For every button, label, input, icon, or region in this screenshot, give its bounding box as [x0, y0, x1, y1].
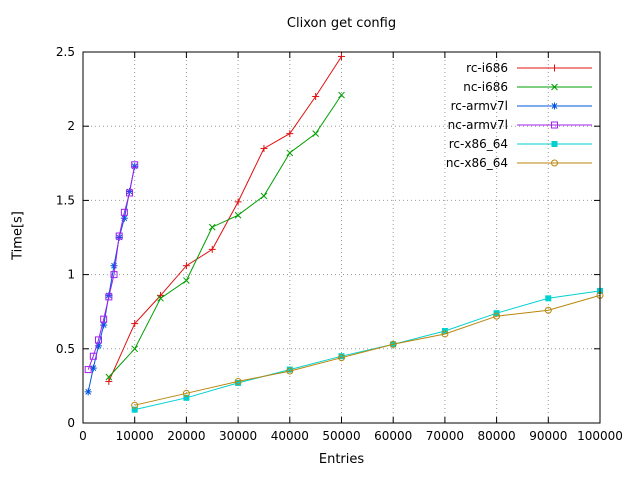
marker-plus [260, 144, 268, 152]
x-tick-label: 80000 [478, 429, 516, 443]
marker-cross [551, 83, 558, 91]
y-tick-label: 1 [67, 268, 75, 282]
y-tick-label: 0 [67, 416, 75, 430]
marker-plus [338, 52, 345, 60]
legend-item-nc-x86_64: nc-x86_64 [446, 156, 592, 170]
marker-cross [208, 223, 216, 231]
y-tick-label: 2.5 [56, 45, 75, 59]
marker-plus [131, 320, 139, 328]
chart-title: Clixon get config [286, 16, 397, 31]
legend: rc-i686 nc-i686 rc-armv7l nc-armv7l rc-x86_6… [446, 61, 592, 170]
series-line-rc-x86_64 [134, 290, 601, 411]
legend-item-rc-i686: rc-i686 [466, 61, 592, 75]
x-tick-label: 60000 [374, 429, 412, 443]
y-tick-label: 2 [67, 119, 75, 133]
marker-circle-open [493, 312, 501, 320]
legend-item-nc-armv7l: nc-armv7l [448, 118, 592, 132]
x-tick-label: 40000 [271, 429, 309, 443]
marker-square-open [89, 352, 97, 360]
marker-square-open [100, 315, 108, 323]
marker-cross [286, 149, 294, 157]
legend-item-rc-armv7l: rc-armv7l [451, 99, 592, 113]
x-tick-label: 90000 [529, 429, 567, 443]
marker-asterisk [551, 102, 558, 110]
marker-plus [105, 377, 113, 385]
x-tick-label: 10000 [116, 429, 154, 443]
x-tick-label: 100000 [577, 429, 623, 443]
marker-plus [208, 245, 216, 253]
legend-label: rc-armv7l [451, 99, 508, 113]
marker-square-open [551, 121, 558, 129]
x-axis-label: Entries [318, 452, 365, 467]
legend-label: rc-x86_64 [449, 137, 508, 151]
marker-circle-open [182, 389, 190, 397]
marker-cross [183, 277, 190, 284]
x-tick-label: 20000 [167, 429, 205, 443]
legend-label: rc-i686 [466, 61, 508, 75]
marker-square-filled [545, 295, 552, 302]
marker-circle-open [286, 367, 294, 375]
legend-item-nc-i686: nc-i686 [463, 80, 592, 94]
legend-label: nc-x86_64 [446, 156, 508, 170]
marker-circle-open [544, 306, 552, 314]
marker-plus [312, 93, 320, 101]
marker-square-open [84, 366, 92, 374]
marker-square-open [131, 161, 139, 169]
x-tick-label: 50000 [322, 429, 360, 443]
legend-item-rc-x86_64: rc-x86_64 [449, 137, 592, 151]
marker-square-filled [235, 379, 242, 386]
marker-square-open [105, 293, 113, 301]
marker-square-open [126, 189, 134, 197]
series-rc-x86_64 [131, 287, 603, 413]
series-nc-x86_64 [131, 291, 604, 409]
marker-circle-open [234, 377, 242, 385]
marker-square-filled [551, 141, 558, 147]
y-tick-label: 1.5 [56, 193, 75, 207]
marker-cross [312, 130, 319, 137]
marker-cross [105, 373, 113, 381]
marker-square-filled [338, 353, 345, 360]
marker-circle-open [441, 330, 449, 338]
marker-square-open [115, 232, 123, 240]
marker-asterisk [110, 262, 118, 270]
marker-circle-open [551, 159, 558, 167]
marker-cross [338, 91, 345, 99]
marker-circle-open [389, 340, 397, 348]
plot-border [82, 51, 601, 424]
marker-plus [286, 130, 294, 138]
series-nc-armv7l [84, 161, 139, 374]
series-nc-i686 [105, 91, 345, 381]
legend-label: nc-i686 [463, 80, 508, 94]
x-tick-label: 0 [79, 429, 87, 443]
marker-plus [182, 262, 190, 270]
marker-square-filled [286, 366, 293, 373]
series-rc-armv7l [84, 162, 139, 396]
marker-asterisk [84, 388, 92, 396]
marker-square-open [110, 271, 118, 279]
marker-cross [260, 192, 268, 200]
x-tick-label: 30000 [219, 429, 257, 443]
marker-plus [234, 198, 242, 206]
marker-cross [234, 211, 242, 219]
marker-square-open [120, 208, 128, 216]
series-line-nc-x86_64 [134, 294, 601, 406]
marker-square-filled [183, 394, 190, 401]
legend-label: nc-armv7l [448, 118, 508, 132]
marker-square-filled [131, 406, 138, 413]
y-tick-label: 0.5 [56, 342, 75, 356]
series-line-nc-i686 [108, 94, 342, 378]
marker-circle-open [131, 401, 139, 409]
marker-circle-open [338, 354, 345, 362]
series-line-nc-armv7l [87, 164, 136, 370]
marker-cross [131, 345, 139, 353]
marker-square-open [95, 336, 103, 344]
marker-cross [157, 295, 164, 302]
series-line-rc-i686 [108, 56, 342, 382]
marker-plus [551, 64, 558, 72]
x-tick-label: 70000 [426, 429, 464, 443]
